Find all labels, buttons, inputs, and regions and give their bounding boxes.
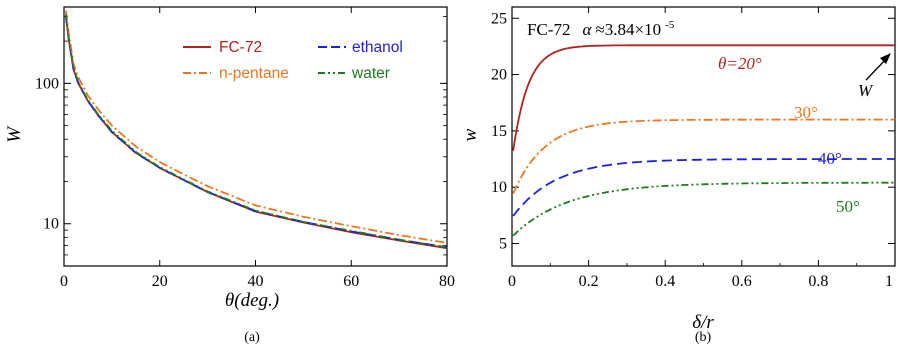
anno-50: 50° [836, 197, 860, 216]
anno-theta-20: θ=20° [718, 54, 762, 73]
a-caption: (a) [244, 330, 260, 345]
b-xtick-label: 0 [508, 273, 516, 290]
legend-label-fc72: FC-72 [219, 39, 262, 56]
a-xtick-label: 40 [248, 273, 264, 290]
a-legend: FC-72 ethanol n-pentane water [183, 39, 403, 82]
b-series-line [512, 181, 895, 237]
b-ylabel: w [460, 128, 481, 141]
a-xtick-label: 0 [60, 273, 68, 290]
b-ytick-label: 25 [491, 10, 507, 27]
a-lines [65, 10, 448, 250]
b-xtick-label: 0.2 [579, 273, 599, 290]
a-xtick-label: 80 [439, 273, 455, 290]
a-ytick-label: 10 [43, 216, 59, 233]
b-lines [512, 44, 895, 237]
b-series-line [512, 118, 895, 194]
legend-label-ethanol: ethanol [352, 39, 403, 56]
b-title-fluid: FC-72 [527, 20, 570, 39]
panel-a: 0 20 40 60 80 10 100 θ(deg.) W (a) FC-72 ethan… [4, 6, 455, 345]
b-xtick-label: 0.6 [732, 273, 752, 290]
b-series-line [512, 158, 895, 217]
b-xlabel: δ/r [692, 312, 714, 333]
b-ytick-label: 5 [499, 235, 507, 252]
a-series-line-npentane [65, 10, 448, 244]
a-ytick-label: 100 [35, 75, 59, 92]
b-xtick-label: 0.4 [655, 273, 675, 290]
b-xtick-label: 1 [885, 273, 893, 290]
b-title-alpha-value: ≈3.84×10 [595, 20, 661, 39]
b-xtick-label: 0.8 [808, 273, 828, 290]
legend-label-npentane: n-pentane [219, 65, 289, 82]
anno-W: W [858, 81, 874, 100]
arrow-to-W [865, 53, 891, 81]
b-ytick-label: 10 [491, 179, 507, 196]
anno-30: 30° [794, 103, 818, 122]
a-ticks: 0 20 40 60 80 10 100 [35, 7, 455, 290]
b-title-alpha-exp: -5 [665, 19, 675, 31]
a-series-line-water [65, 14, 448, 249]
a-xtick-label: 20 [152, 273, 168, 290]
b-title-alpha-symbol: α [582, 20, 592, 39]
legend-label-water: water [351, 65, 390, 82]
b-ytick-label: 15 [491, 123, 507, 140]
b-series-line [512, 44, 895, 151]
a-ylabel: W [4, 125, 25, 143]
b-title: FC-72 α ≈3.84×10 -5 [527, 19, 675, 39]
a-xtick-label: 60 [343, 273, 359, 290]
b-caption: (b) [695, 330, 712, 345]
b-ytick-label: 20 [491, 67, 507, 84]
a-xlabel: θ(deg.) [225, 290, 279, 311]
anno-40: 40° [818, 149, 842, 168]
